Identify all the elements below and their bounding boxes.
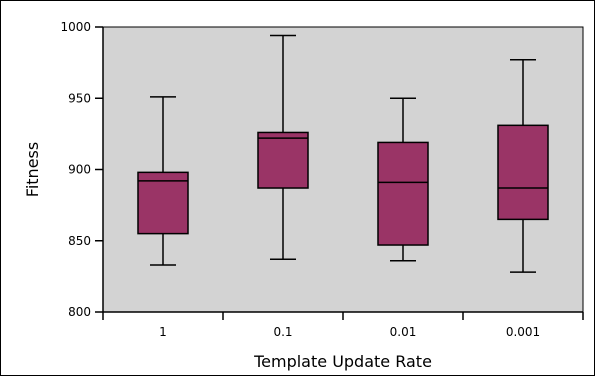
x-tick-label: 1 bbox=[159, 325, 167, 339]
box-0-1 bbox=[257, 34, 309, 261]
y-tick-label: 1000 bbox=[60, 20, 91, 34]
y-axis: 800 850 900 950 1000 bbox=[60, 20, 104, 319]
box-series bbox=[137, 34, 549, 273]
y-axis-title: Fitness bbox=[23, 142, 42, 197]
x-tick-label: 0.1 bbox=[273, 325, 292, 339]
iqr-box bbox=[137, 171, 189, 235]
y-tick-label: 900 bbox=[68, 163, 91, 177]
box-1 bbox=[137, 96, 189, 266]
iqr-box bbox=[257, 131, 309, 189]
iqr-box bbox=[377, 141, 429, 246]
x-axis-title: Template Update Rate bbox=[253, 352, 432, 371]
iqr-box bbox=[497, 124, 549, 221]
y-tick-label: 800 bbox=[68, 305, 91, 319]
box-0-01 bbox=[377, 97, 429, 262]
x-axis: 1 0.1 0.01 0.001 bbox=[102, 311, 584, 339]
y-tick-label: 950 bbox=[68, 91, 91, 105]
x-tick-label: 0.01 bbox=[390, 325, 417, 339]
x-tick-label: 0.001 bbox=[506, 325, 540, 339]
y-tick-label: 850 bbox=[68, 234, 91, 248]
box-0-001 bbox=[497, 59, 549, 273]
